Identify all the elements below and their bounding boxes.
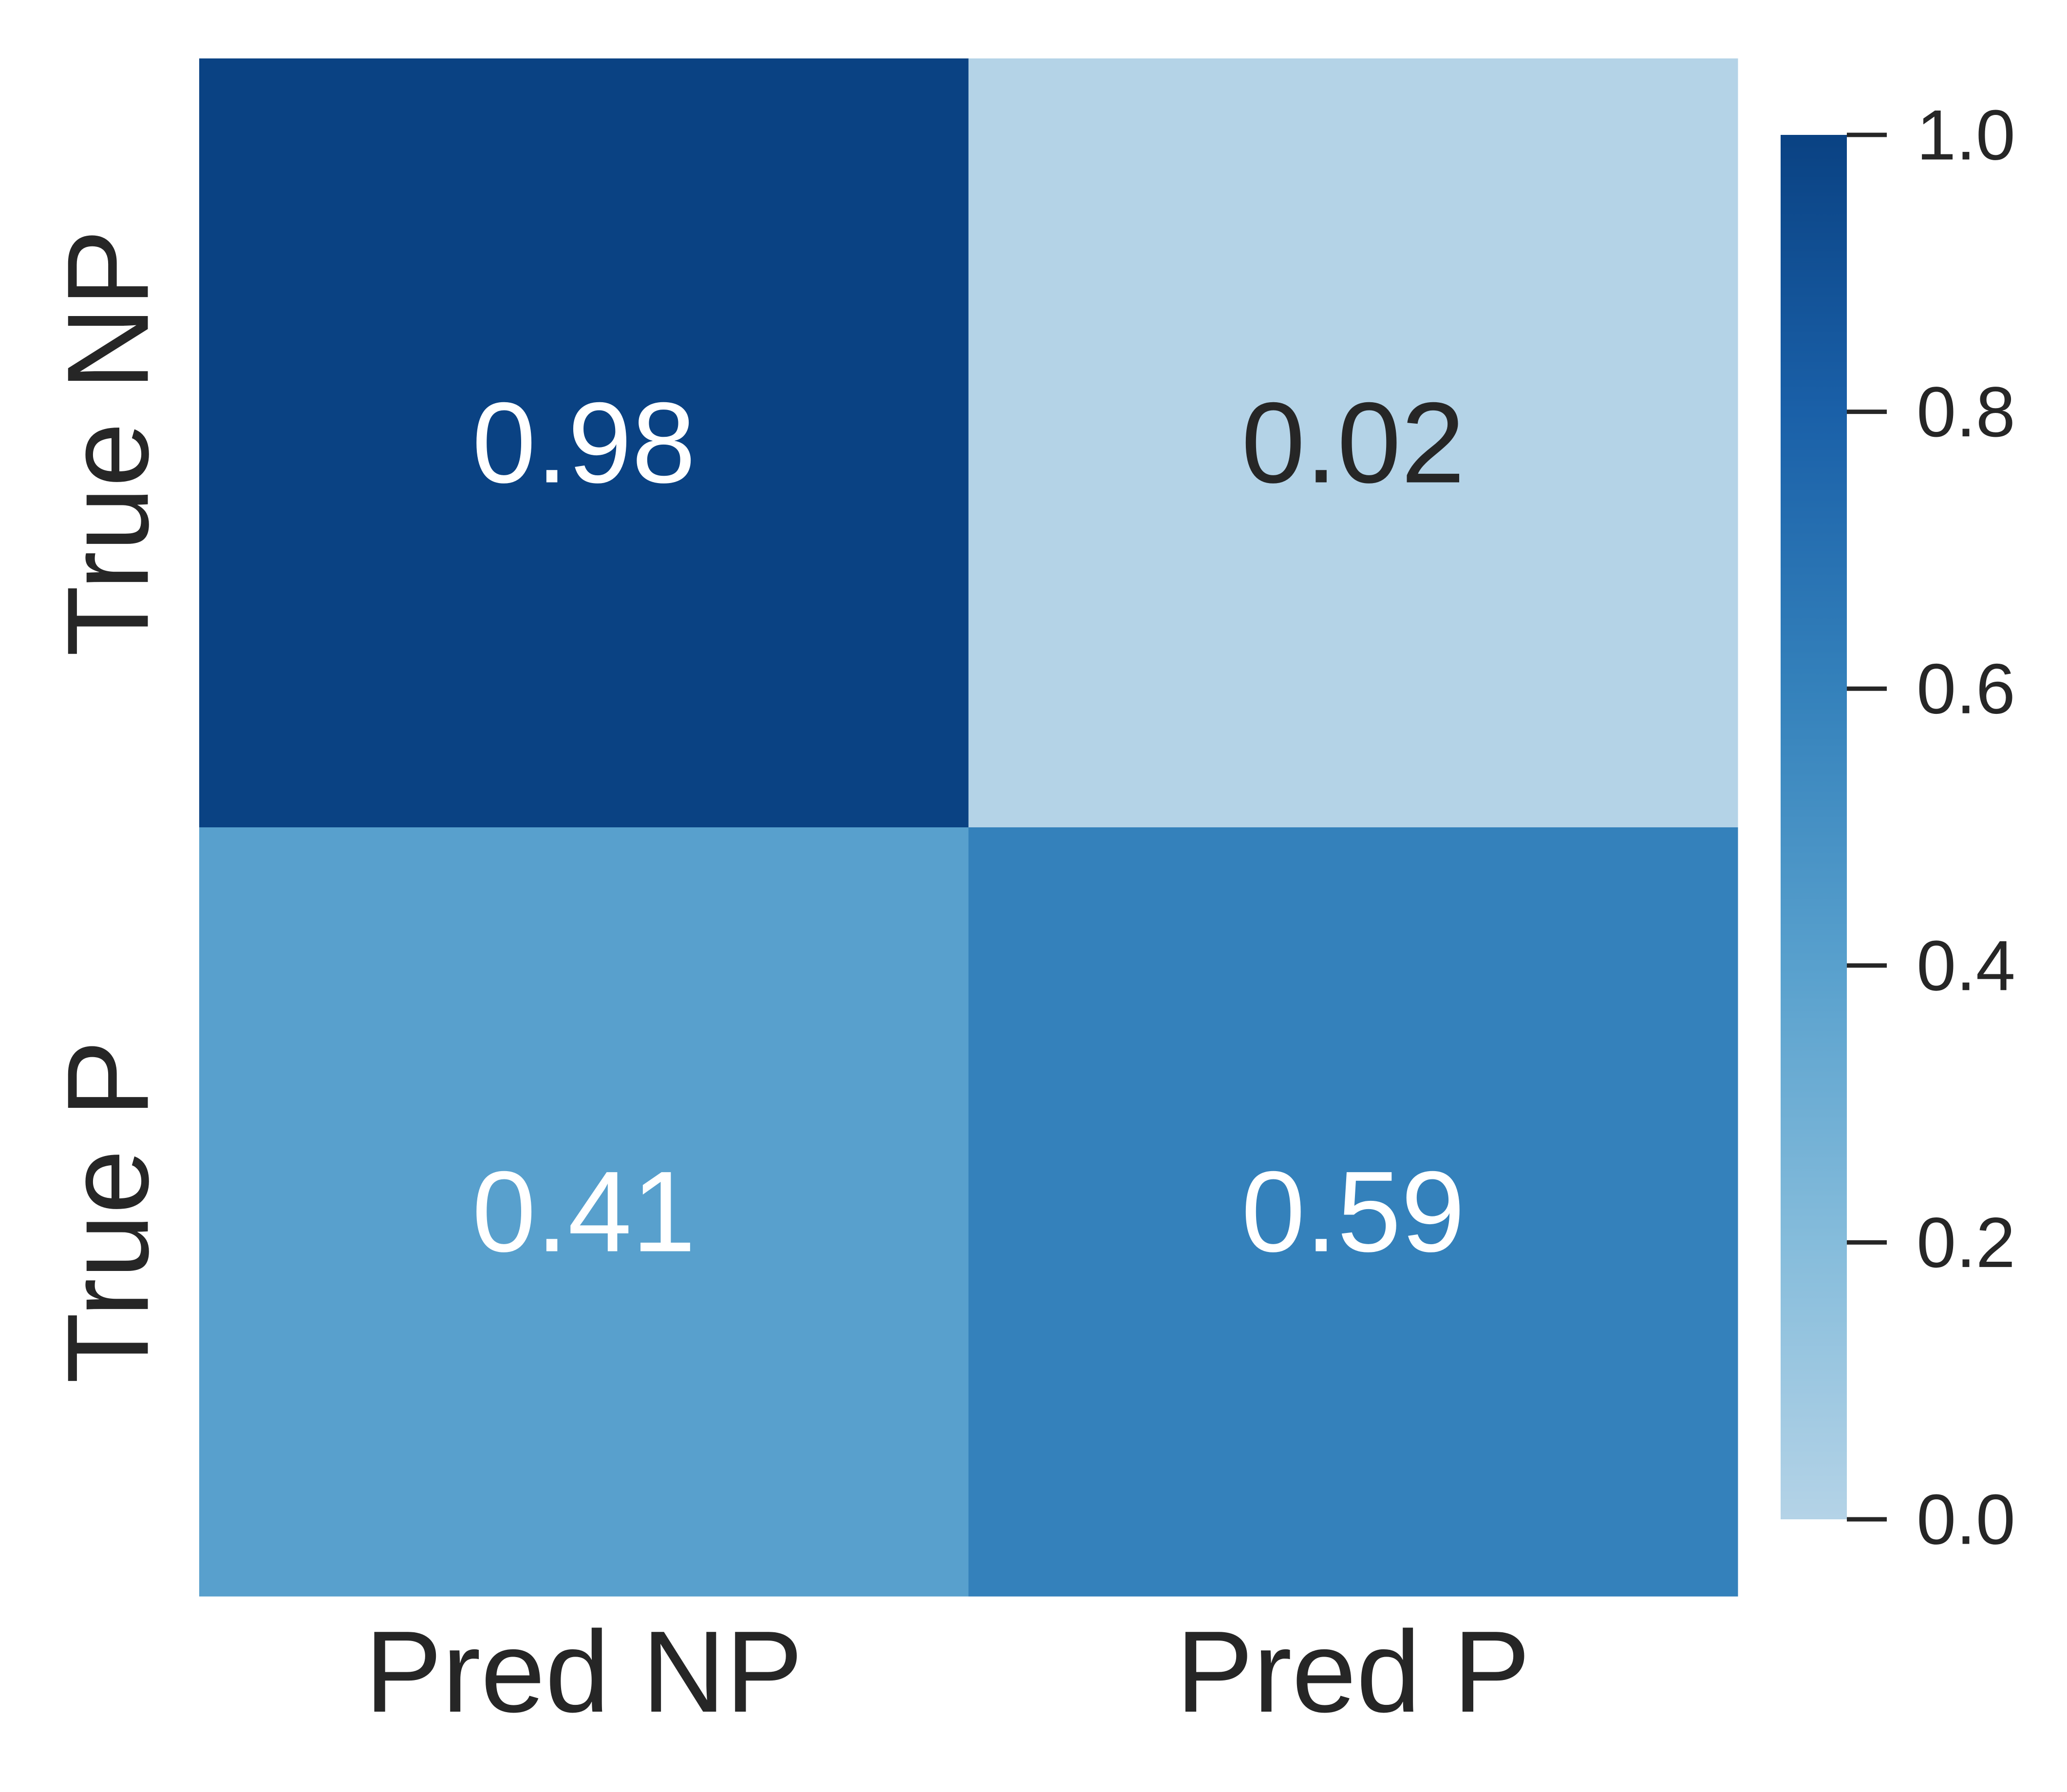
cell-value-label: 0.41 — [472, 1148, 695, 1276]
colorbar: 0.0 0.2 0.4 0.6 0.8 1.0 — [1781, 95, 2015, 1559]
x-tick-label: Pred NP — [365, 1607, 803, 1736]
y-tick-label: True P — [44, 1040, 173, 1383]
y-tick-labels: True NP True P — [44, 229, 173, 1383]
colorbar-tick-label: 0.4 — [1917, 926, 2015, 1005]
colorbar-tick-label: 0.0 — [1917, 1480, 2015, 1559]
heatmap-cell — [199, 827, 969, 1597]
x-tick-labels: Pred NP Pred P — [365, 1607, 1530, 1736]
heatmap-cell — [968, 58, 1738, 828]
cell-value-label: 0.02 — [1241, 379, 1465, 507]
cell-value-label: 0.59 — [1241, 1148, 1465, 1276]
colorbar-tick-label: 0.8 — [1917, 372, 2015, 451]
colorbar-gradient — [1781, 135, 1847, 1519]
heatmap-cells — [199, 58, 1738, 1597]
colorbar-tick-label: 0.6 — [1917, 649, 2015, 728]
y-tick-label: True NP — [44, 229, 173, 656]
colorbar-tick-label: 0.2 — [1917, 1203, 2015, 1282]
heatmap-cell — [199, 58, 969, 828]
cell-value-label: 0.98 — [472, 379, 695, 507]
colorbar-tick-label: 1.0 — [1917, 95, 2015, 175]
x-tick-label: Pred P — [1176, 1607, 1530, 1736]
heatmap-cell — [968, 827, 1738, 1597]
cell-value-labels: 0.98 0.02 0.41 0.59 — [472, 379, 1465, 1276]
